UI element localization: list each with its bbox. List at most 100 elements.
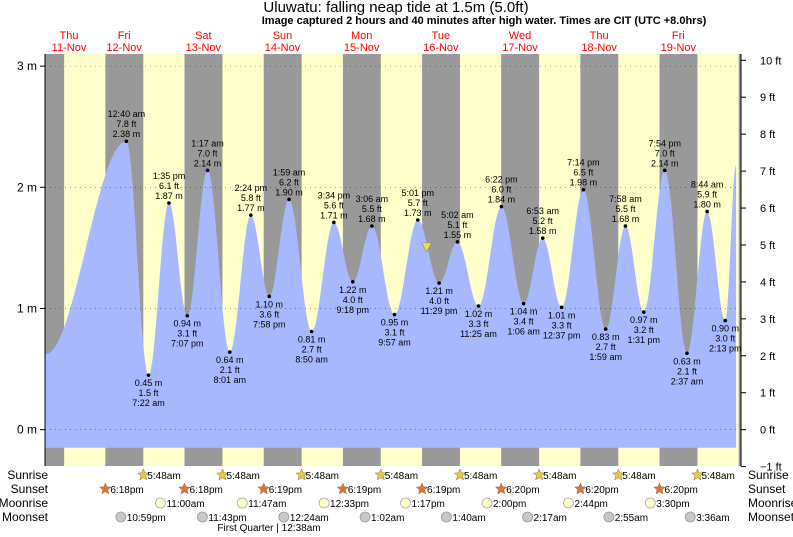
chart-subtitle: Image captured 2 hours and 40 minutes af… [262,15,707,27]
tide-label: 3.2 ft [634,325,655,335]
tide-label: 3:34 pm [318,190,351,200]
right-tick-label: 7 ft [760,166,775,178]
left-tick-label: 2 m [17,180,37,194]
tide-label: 1.58 m [529,226,557,236]
day-date: 12-Nov [106,42,142,54]
moonrise-time: 11:47am [248,499,286,510]
tide-point [267,294,272,299]
tide-label: 1.10 m [255,299,283,309]
sunrise-icon [453,468,467,481]
tide-point [205,168,210,173]
moonrise-icon [318,497,330,509]
tide-label: 5.7 ft [408,198,429,208]
tide-point [287,197,291,202]
tide-label: 2.1 ft [677,366,698,376]
tide-label: 3.1 ft [177,329,198,339]
tide-point [623,224,628,228]
tide-label: 7:58 am [609,194,642,204]
tide-label: 1.02 m [465,309,493,319]
tide-label: 5.5 ft [615,204,636,214]
tide-label: 6.1 ft [159,181,180,191]
right-tick-label: 8 ft [760,129,775,141]
sunrise-time: 5:48am [385,471,418,482]
sunrise-icon [216,468,229,481]
tide-point [723,318,728,323]
tide-point [146,373,151,377]
tide-label: 7.0 ft [198,148,219,158]
tide-label: 1.90 m [275,187,303,197]
moonrise-icon [400,497,411,509]
tide-label: 7.8 ft [116,119,137,129]
sunset-icon [178,482,191,495]
tide-label: 2:13 pm [709,344,742,354]
right-tick-label: 5 ft [760,240,775,252]
moonrise-time: 2:44pm [574,499,607,510]
tide-point [167,201,171,205]
moonrise-label-right: Moonrise [748,496,793,510]
tide-point [705,209,709,214]
left-tick-label: 1 m [17,301,37,315]
tide-label: 1.01 m [548,310,576,320]
moonset-time: 11:43pm [208,513,246,524]
tide-label: 1.87 m [155,191,183,201]
tide-label: 5:01 pm [402,188,435,198]
tide-label: 3:06 am [356,194,389,204]
moonset-time: 12:24am [290,513,329,524]
tide-label: 6:22 pm [485,175,518,185]
tide-point [437,281,441,285]
tide-label: 7:58 pm [253,319,286,329]
tide-label: 7:07 pm [171,339,204,349]
tide-label: 4.0 ft [343,295,364,305]
day-of-week: Mon [351,30,372,42]
tide-point [350,280,355,284]
sunset-time: 6:19pm [427,485,460,496]
tide-area [45,141,737,448]
sunrise-time: 5:48am [147,471,180,482]
day-of-week: Thu [590,30,609,42]
moonrise-icon [236,497,248,509]
sunrise-icon [295,468,308,481]
tide-point [685,351,689,356]
tide-label: 8:50 am [295,354,328,364]
sunset-label-right: Sunset [748,482,786,496]
sunrise-time: 5:48am [701,471,734,482]
tide-label: 0.63 m [673,356,701,366]
sunrise-time: 5:48am [622,471,655,482]
tide-label: 1:59 am [589,352,622,362]
tide-label: 6.2 ft [279,177,300,187]
tide-label: 5.6 ft [324,200,345,210]
tide-label: 5.5 ft [362,204,383,214]
right-tick-label: 1 ft [760,388,775,400]
tide-label: 1:35 pm [153,171,186,181]
sunset-time: 6:20pm [665,485,698,496]
tide-label: 5.1 ft [447,220,468,230]
tide-point [370,224,374,228]
tide-label: 0.97 m [630,315,658,325]
day-date: 13-Nov [186,42,222,54]
right-tick-label: 4 ft [760,277,775,289]
tide-label: 2:37 am [671,376,704,386]
day-of-week: Sun [273,30,293,42]
tide-label: 5.2 ft [533,216,554,226]
tide-label: 1.80 m [693,200,721,210]
sunrise-label-right: Sunrise [748,468,789,482]
day-date: 17-Nov [502,42,538,54]
moonrise-icon [481,497,493,509]
tide-label: 5.9 ft [697,190,718,200]
tide-label: 0.94 m [173,319,201,329]
sunset-time: 6:19pm [348,485,381,496]
sunrise-time: 5:48am [226,471,259,482]
moonrise-time: 3:30pm [656,499,689,510]
moonset-time: 2:55am [615,513,648,524]
moonset-time: 2:17am [534,513,567,524]
tide-label: 5.8 ft [241,193,262,203]
tide-label: 7:54 pm [649,138,682,148]
tide-label: 0.81 m [298,334,326,344]
tide-label: 2.7 ft [302,344,323,354]
sunrise-icon [691,468,704,481]
tide-point [559,305,564,310]
tide-label: 0.45 m [135,378,163,388]
day-headers: Thu11-NovFri12-NovSat13-NovSun14-NovMon1… [52,30,697,54]
tide-label: 12:40 am [108,109,146,119]
tide-point [641,310,646,314]
